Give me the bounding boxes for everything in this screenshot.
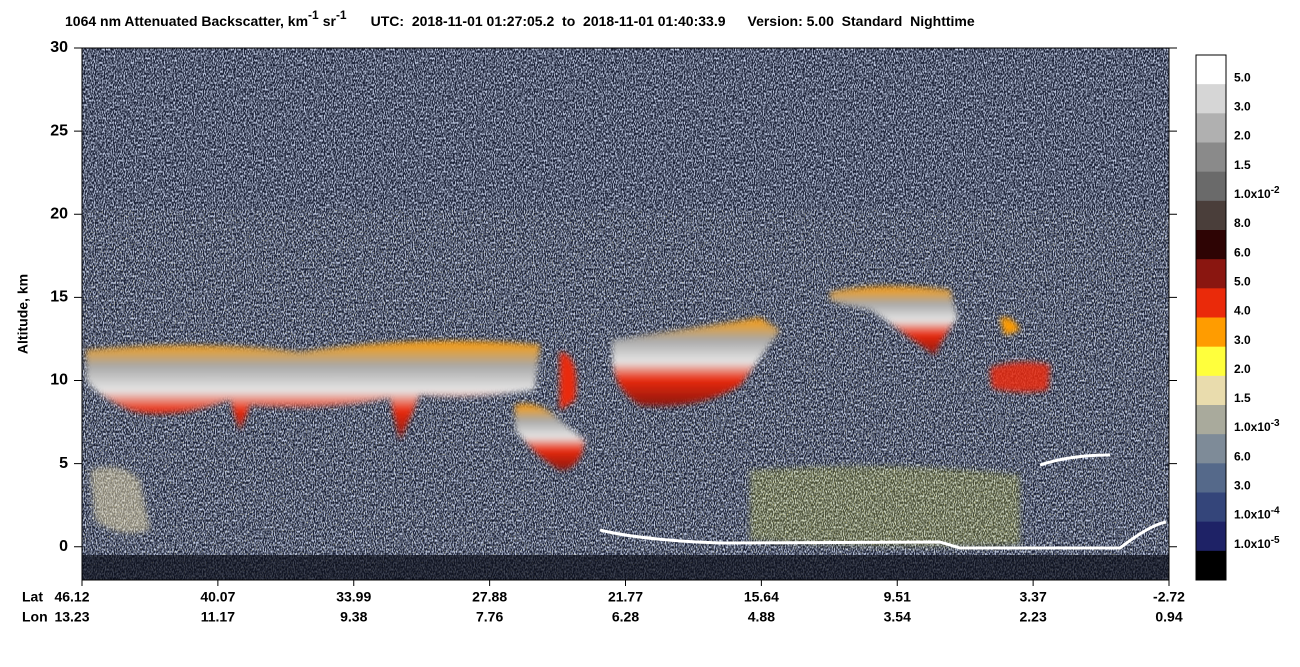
y-tick-label: 10 xyxy=(50,372,68,389)
x-tick-label: 3.54 xyxy=(884,609,911,625)
colorbar-label: 3.0 xyxy=(1234,333,1251,347)
colorbar-label: 6.0 xyxy=(1234,450,1251,464)
colorbar-cell xyxy=(1196,521,1226,552)
x-tick-label: 4.88 xyxy=(748,609,775,625)
x-tick-label: 11.17 xyxy=(201,609,235,625)
colorbar-label-exponent: -2 xyxy=(1271,184,1280,195)
plot-area xyxy=(82,48,1169,580)
title-text: 1064 nm Attenuated Backscatter, km xyxy=(65,13,308,29)
colorbar-cell xyxy=(1196,317,1226,348)
x-row-name: Lat xyxy=(22,589,43,605)
colorbar-label: 3.0 xyxy=(1234,479,1251,493)
colorbar-cell xyxy=(1196,55,1226,85)
y-tick-label: 0 xyxy=(59,538,68,555)
colorbar-label: 5.0 xyxy=(1234,70,1251,84)
colorbar-label: 1.5 xyxy=(1234,391,1251,405)
colorbar-label: 2.0 xyxy=(1234,362,1251,376)
colorbar-cell xyxy=(1196,259,1226,289)
x-tick-label: 6.28 xyxy=(612,609,639,625)
colorbar-label-base: 1.0x10 xyxy=(1234,187,1271,201)
colorbar-label: 8.0 xyxy=(1234,216,1251,230)
colorbar-cell xyxy=(1196,171,1226,202)
colorbar-label-base: 1.0x10 xyxy=(1234,508,1271,522)
y-tick-label: 20 xyxy=(50,205,68,222)
chart-title: 1064 nm Attenuated Backscatter, km-1 sr-1… xyxy=(65,8,975,29)
colorbar-label-base: 1.0x10 xyxy=(1234,420,1271,434)
x-tick-label: 27.88 xyxy=(472,589,507,605)
colorbar-cell xyxy=(1196,463,1226,493)
colorbar-label: 4.0 xyxy=(1234,304,1251,318)
colorbar-cell xyxy=(1196,84,1226,114)
colorbar-cell xyxy=(1196,142,1226,173)
colorbar-cell xyxy=(1196,434,1226,464)
x-tick-label: 33.99 xyxy=(336,589,371,605)
colorbar-label: 3.0 xyxy=(1234,100,1251,114)
colorbar-cell xyxy=(1196,113,1226,143)
colorbar-label-exponent: -5 xyxy=(1271,534,1280,545)
x-row-name: Lon xyxy=(22,609,48,625)
y-tick-label: 5 xyxy=(59,455,68,472)
x-tick-label: 46.12 xyxy=(54,589,89,605)
y-tick-label: 30 xyxy=(50,39,68,56)
colorbar-cell xyxy=(1196,288,1226,318)
x-tick-label: 0.94 xyxy=(1155,609,1182,625)
colorbar-label: 6.0 xyxy=(1234,245,1251,259)
x-tick-label: -2.72 xyxy=(1153,589,1185,605)
surface-return xyxy=(1039,453,1111,467)
x-tick-label: 2.23 xyxy=(1020,609,1047,625)
colorbar-label: 1.0x10-5 xyxy=(1234,534,1280,551)
x-tick-label: 40.07 xyxy=(200,589,235,605)
below-ground xyxy=(82,555,1169,580)
x-tick-label: 9.51 xyxy=(884,589,911,605)
colorbar-label: 1.0x10-4 xyxy=(1234,505,1280,522)
surface-return xyxy=(599,520,1167,550)
axes: 0 5 10 15 20 25 30 Lat 46.12 40.07 33.99 27.88 21.77… xyxy=(22,39,1280,624)
colorbar-label-exponent: -4 xyxy=(1271,505,1280,516)
colorbar-label: 1.5 xyxy=(1234,158,1251,172)
colorbar-label-exponent: -3 xyxy=(1271,418,1280,429)
colorbar-cell xyxy=(1196,405,1226,435)
x-tick-label: 13.23 xyxy=(54,609,89,625)
x-tick-label: 9.38 xyxy=(340,609,367,625)
colorbar-label: 1.0x10-3 xyxy=(1234,418,1280,435)
x-tick-label: 15.64 xyxy=(744,589,779,605)
colorbar-label-base: 1.0x10 xyxy=(1234,537,1271,551)
x-tick-label: 21.77 xyxy=(608,589,643,605)
title-superscript: -1 xyxy=(336,8,347,22)
cloud-features xyxy=(86,286,1050,547)
title-utc: UTC: 2018-11-01 01:27:05.2 to 2018-11-01… xyxy=(371,13,726,29)
title-version: Version: 5.00 Standard Nighttime xyxy=(748,13,975,29)
y-tick-label: 25 xyxy=(50,122,68,139)
title-text: sr xyxy=(323,13,337,29)
title-superscript: -1 xyxy=(308,8,319,22)
colorbar-cell xyxy=(1196,346,1226,377)
colorbar-cell xyxy=(1196,200,1226,231)
colorbar-frame xyxy=(1195,54,1227,581)
y-tick-label: 15 xyxy=(50,289,68,306)
colorbar-cell xyxy=(1196,550,1226,581)
colorbar-label: 2.0 xyxy=(1234,129,1251,143)
colorbar-cell xyxy=(1196,375,1226,406)
colorbar-cell xyxy=(1196,230,1226,260)
colorbar-label: 1.0x10-2 xyxy=(1234,184,1280,201)
y-axis-label: Altitude, km xyxy=(15,274,31,354)
colorbar-label: 5.0 xyxy=(1234,275,1251,289)
x-tick-label: 7.76 xyxy=(476,609,503,625)
x-tick-label: 3.37 xyxy=(1020,589,1047,605)
colorbar-cell xyxy=(1196,492,1226,523)
